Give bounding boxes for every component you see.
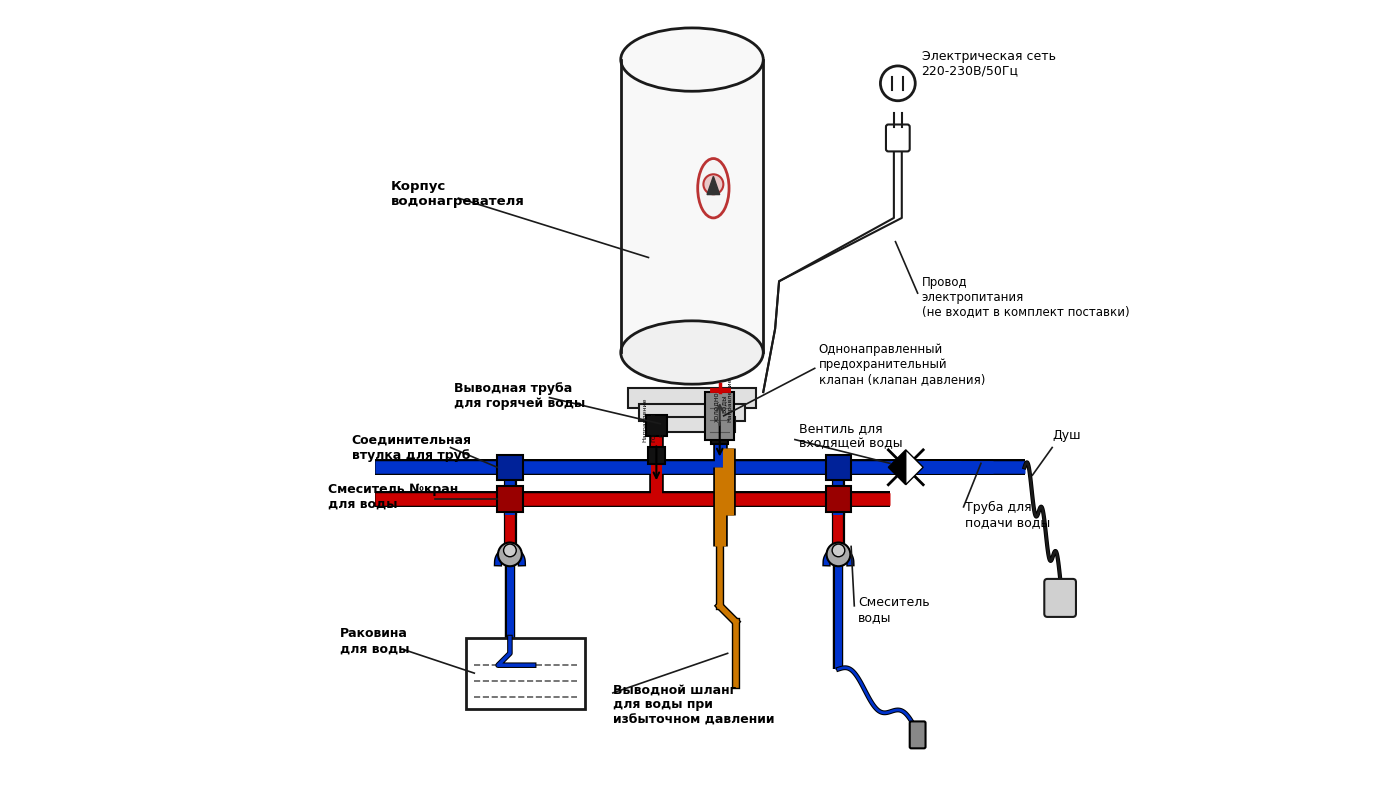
Text: Душ: Душ	[1052, 429, 1081, 442]
Bar	[638, 404, 746, 422]
Ellipse shape	[621, 28, 763, 91]
Bar	[648, 446, 666, 464]
Polygon shape	[905, 450, 923, 485]
Text: горячей
воды: горячей воды	[649, 413, 663, 442]
Bar	[628, 388, 756, 408]
Circle shape	[498, 542, 522, 566]
FancyBboxPatch shape	[886, 125, 909, 151]
Text: Смеситель
воды: Смеситель воды	[858, 596, 930, 624]
Bar	[649, 418, 735, 432]
Bar	[466, 638, 585, 709]
Bar	[826, 486, 851, 512]
Text: Корпус
водонагревателя: Корпус водонагревателя	[392, 180, 525, 208]
Bar	[710, 415, 729, 436]
Text: Выводной шланг
для воды при
избыточном давлении: Выводной шланг для воды при избыточном д…	[613, 683, 774, 726]
FancyBboxPatch shape	[1045, 579, 1075, 617]
Text: Направление: Направление	[642, 398, 648, 442]
Circle shape	[504, 544, 516, 557]
Polygon shape	[889, 450, 905, 485]
Text: Электрическая сеть
220-230В/50Гц: Электрическая сеть 220-230В/50Гц	[922, 50, 1056, 78]
Text: Раковина
для воды: Раковина для воды	[339, 627, 410, 655]
FancyBboxPatch shape	[909, 722, 926, 748]
Text: Труба для
подачи воды: Труба для подачи воды	[965, 501, 1050, 529]
Text: Вентиль для
входящей воды: Вентиль для входящей воды	[799, 422, 902, 450]
Text: Смеситель №кран
для воды: Смеситель №кран для воды	[328, 482, 458, 510]
Text: Однонаправленный
предохранительный
клапан (клапан давления): Однонаправленный предохранительный клапа…	[819, 343, 985, 386]
Bar	[497, 454, 523, 480]
Polygon shape	[707, 176, 720, 194]
Circle shape	[826, 542, 850, 566]
Bar	[826, 454, 851, 480]
Ellipse shape	[698, 158, 729, 218]
Bar	[711, 427, 728, 444]
Circle shape	[703, 174, 724, 194]
Bar	[621, 59, 763, 353]
Text: Выводная труба
для горячей воды: Выводная труба для горячей воды	[454, 382, 585, 410]
Text: Направление: Направление	[728, 378, 732, 422]
Text: холодной
воды: холодной воды	[713, 386, 727, 422]
Circle shape	[880, 66, 915, 101]
Circle shape	[832, 544, 844, 557]
Bar	[497, 486, 523, 512]
Text: Соединительная
втулка для труб: Соединительная втулка для труб	[352, 434, 472, 462]
Bar	[646, 415, 667, 436]
Text: Провод
электропитания
(не входит в комплект поставки): Провод электропитания (не входит в компл…	[922, 275, 1129, 318]
Ellipse shape	[621, 321, 763, 384]
Bar	[706, 392, 734, 439]
